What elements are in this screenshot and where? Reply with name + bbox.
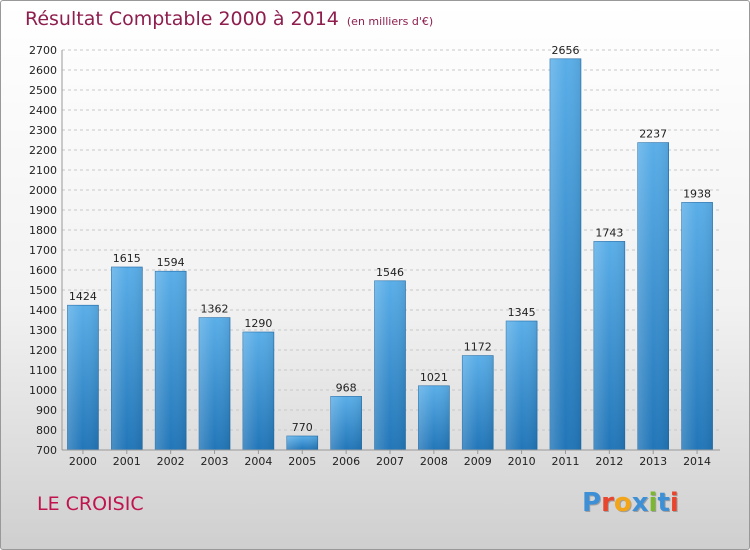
x-tick-label: 2014 [683, 455, 711, 468]
y-tick-label: 2400 [29, 104, 57, 117]
chart-title: Résultat Comptable 2000 à 2014 (en millie… [25, 8, 433, 30]
data-label-2002: 1594 [157, 256, 185, 269]
bar-shine [506, 321, 538, 450]
data-label-2007: 1546 [376, 266, 404, 279]
bar-shine [549, 58, 581, 451]
x-tick-label: 2010 [508, 455, 536, 468]
data-label-2004: 1290 [244, 317, 272, 330]
data-label-2006: 968 [336, 381, 357, 394]
x-tick-label: 2004 [244, 455, 272, 468]
bar-shine [462, 355, 494, 450]
chart-subtitle: (en milliers d'€) [346, 15, 434, 28]
x-tick-label: 2002 [157, 455, 185, 468]
data-label-2012: 1743 [595, 226, 623, 239]
y-tick-label: 2300 [29, 124, 57, 137]
bar-shine [637, 142, 669, 450]
x-axis: 2000 2001 2002 2003 2004 2005 2006 2007 2008 2009… [62, 449, 720, 468]
x-tick-label: 2013 [639, 455, 667, 468]
chart-title-text: Résultat Comptable 2000 à 2014 [25, 8, 339, 30]
bar-shine [593, 241, 625, 450]
y-tick-label: 1800 [29, 224, 57, 237]
bar-shine [681, 202, 713, 450]
y-tick-label: 1300 [29, 324, 57, 337]
logo-letter: i [648, 488, 658, 518]
commune-name: LE CROISIC [37, 493, 144, 515]
y-tick-label: 2500 [29, 84, 57, 97]
y-tick-label: 2200 [29, 144, 57, 157]
logo-letter: P [582, 488, 602, 518]
x-tick-label: 2009 [464, 455, 492, 468]
x-tick-label: 2005 [288, 455, 316, 468]
bar-shine [418, 385, 450, 450]
data-label-2005: 770 [292, 421, 313, 434]
proxiti-logo: Proxiti [582, 488, 679, 518]
y-tick-label: 1400 [29, 304, 57, 317]
bar-shine [286, 436, 318, 450]
bar-shine [67, 305, 99, 450]
bar-shine [199, 317, 231, 450]
data-label-2009: 1172 [464, 341, 492, 354]
x-tick-label: 2011 [551, 455, 579, 468]
y-tick-label: 1500 [29, 284, 57, 297]
data-label-2010: 1345 [508, 306, 536, 319]
bar-shine [330, 396, 362, 450]
data-labels: 1424 1615 1594 1362 1290 770 968 1546 1021 1172 13… [69, 44, 711, 434]
y-tick-label: 2700 [29, 44, 57, 57]
y-tick-label: 1600 [29, 264, 57, 277]
x-tick-label: 2012 [595, 455, 623, 468]
logo-letter: x [631, 488, 649, 518]
bar-shine [111, 267, 143, 450]
y-tick-label: 1200 [29, 344, 57, 357]
logo-letter: r [601, 488, 614, 518]
data-label-2000: 1424 [69, 290, 97, 303]
data-label-2001: 1615 [113, 252, 141, 265]
x-tick-label: 2000 [69, 455, 97, 468]
y-tick-label: 1000 [29, 384, 57, 397]
y-tick-label: 1700 [29, 244, 57, 257]
bar-shine [374, 280, 406, 450]
bar-shine [155, 271, 187, 450]
y-axis: 700 800 900 1000 1100 1200 1300 1400 1500 1600 170… [29, 44, 63, 457]
y-tick-label: 2600 [29, 64, 57, 77]
y-tick-label: 1100 [29, 364, 57, 377]
y-tick-label: 2100 [29, 164, 57, 177]
data-label-2014: 1938 [683, 187, 711, 200]
x-tick-label: 2006 [332, 455, 360, 468]
y-tick-label: 1900 [29, 204, 57, 217]
x-tick-label: 2001 [113, 455, 141, 468]
logo-letter: o [613, 488, 632, 518]
y-tick-label: 900 [36, 404, 57, 417]
logo-letter: i [669, 488, 679, 518]
x-tick-label: 2008 [420, 455, 448, 468]
x-tick-label: 2003 [201, 455, 229, 468]
y-tick-label: 700 [36, 444, 57, 457]
data-label-2013: 2237 [639, 128, 667, 141]
data-label-2003: 1362 [201, 303, 229, 316]
data-label-2011: 2656 [551, 44, 579, 57]
y-tick-label: 800 [36, 424, 57, 437]
bars [67, 58, 713, 451]
data-label-2008: 1021 [420, 371, 448, 384]
bar-shine [242, 332, 274, 450]
logo-letter: t [657, 488, 670, 518]
x-tick-label: 2007 [376, 455, 404, 468]
y-tick-label: 2000 [29, 184, 57, 197]
